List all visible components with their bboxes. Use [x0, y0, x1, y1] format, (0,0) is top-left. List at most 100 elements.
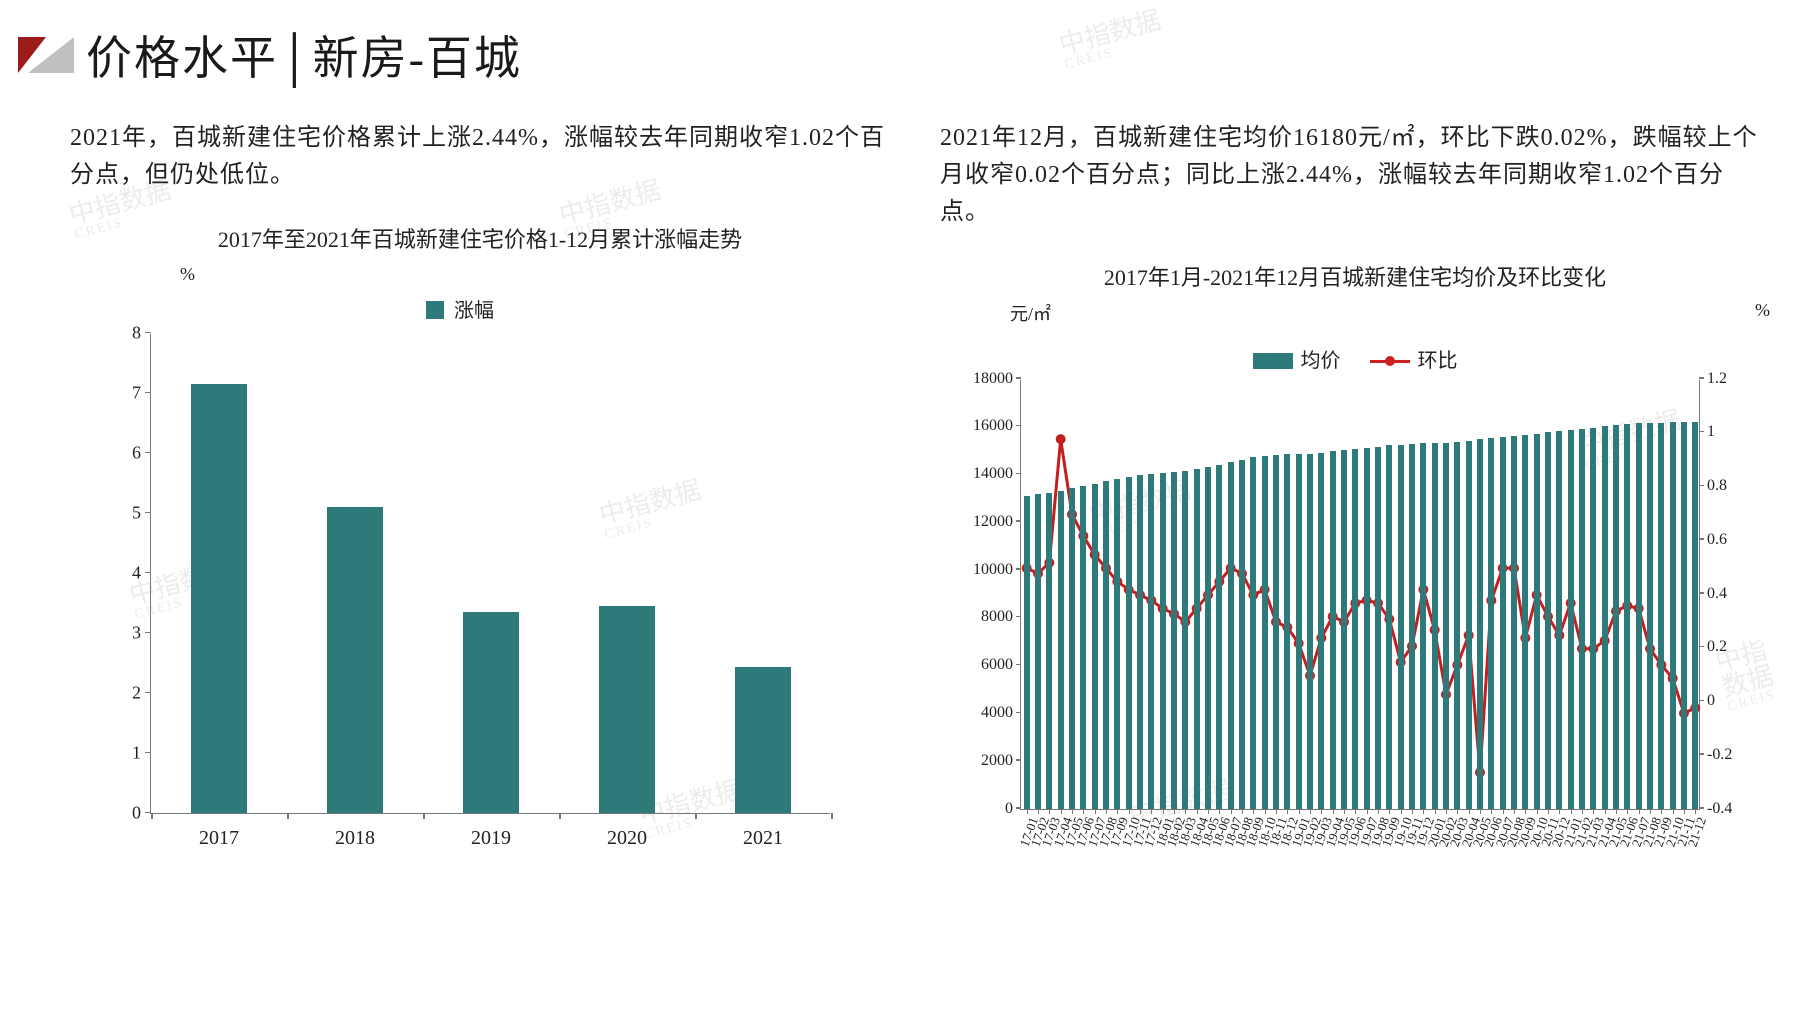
combo-right-ytick-label: 0.8	[1707, 477, 1727, 495]
combo-left-ytick-label: 2000	[981, 752, 1013, 770]
combo-xtick-mark	[1469, 809, 1470, 814]
combo-xtick-mark	[1299, 809, 1300, 814]
bar-legend-label: 涨幅	[454, 300, 494, 322]
combo-bar	[1296, 454, 1302, 809]
combo-bar	[1080, 486, 1086, 809]
combo-bar	[1432, 443, 1438, 809]
left-panel: 2021年，百城新建住宅价格累计上涨2.44%，涨幅较去年同期收窄1.02个百分…	[70, 120, 890, 884]
bar-ytick-mark	[145, 452, 151, 454]
combo-right-ytick-label: 0	[1707, 692, 1715, 710]
bar-ytick-mark	[145, 632, 151, 634]
combo-xtick-mark	[1276, 809, 1277, 814]
combo-xtick-mark	[1401, 809, 1402, 814]
combo-xtick-mark	[1027, 809, 1028, 814]
combo-bar	[1613, 425, 1619, 808]
combo-xtick-mark	[1321, 809, 1322, 814]
combo-legend-bar-label: 均价	[1301, 350, 1341, 372]
combo-left-ytick-mark	[1016, 568, 1021, 570]
combo-xtick-mark	[1571, 809, 1572, 814]
combo-xtick-mark	[1106, 809, 1107, 814]
combo-xtick-mark	[1140, 809, 1141, 814]
combo-bar	[1420, 443, 1426, 809]
combo-xtick-mark	[1639, 809, 1640, 814]
combo-xtick-mark	[1083, 809, 1084, 814]
combo-right-ytick-label: 1.2	[1707, 370, 1727, 388]
combo-bar	[1171, 472, 1177, 809]
combo-xtick-mark	[1197, 809, 1198, 814]
combo-left-ytick-mark	[1016, 807, 1021, 809]
bar-chart: % 涨幅 01234567820172018201920202021	[70, 264, 850, 884]
combo-bar	[1318, 453, 1324, 809]
combo-line-marker	[1056, 434, 1066, 444]
right-description: 2021年12月，百城新建住宅均价16180元/㎡，环比下跌0.02%，跌幅较上…	[940, 120, 1770, 232]
combo-left-unit: 元/㎡	[1010, 300, 1051, 326]
combo-xtick-mark	[1344, 809, 1345, 814]
combo-xtick-mark	[1333, 809, 1334, 814]
bar-legend-swatch	[426, 301, 444, 319]
combo-right-ytick-label: -0.2	[1707, 746, 1732, 764]
combo-left-ytick-mark	[1016, 616, 1021, 618]
combo-bar	[1579, 429, 1585, 809]
combo-xtick-mark	[1435, 809, 1436, 814]
combo-xtick-mark	[1231, 809, 1232, 814]
combo-bar	[1194, 469, 1200, 808]
combo-right-ytick-mark	[1699, 538, 1704, 540]
combo-right-ytick-label: 0.2	[1707, 638, 1727, 656]
combo-bar	[1534, 434, 1540, 809]
combo-bar	[1284, 454, 1290, 809]
combo-plot-area: 0200040006000800010000120001400016000180…	[1020, 380, 1700, 810]
combo-bar	[1273, 455, 1279, 809]
combo-right-ytick-mark	[1699, 646, 1704, 648]
combo-xtick-mark	[1355, 809, 1356, 814]
bar-ytick-label: 4	[132, 563, 141, 584]
combo-bar	[1035, 494, 1041, 808]
bar-xtick-mark	[287, 813, 289, 819]
combo-legend-line-label: 环比	[1418, 350, 1458, 372]
bar-ytick-label: 0	[132, 803, 141, 824]
combo-xtick-mark	[1514, 809, 1515, 814]
combo-bar	[1103, 481, 1109, 808]
combo-right-ytick-mark	[1699, 431, 1704, 433]
combo-xtick-mark	[1061, 809, 1062, 814]
bar-column	[599, 606, 655, 813]
combo-bar	[1477, 439, 1483, 808]
combo-left-ytick-label: 0	[1005, 800, 1013, 818]
combo-xtick-mark	[1491, 809, 1492, 814]
combo-bar	[1692, 422, 1698, 809]
bar-column	[191, 384, 247, 813]
combo-bar	[1568, 430, 1574, 809]
combo-bar	[1262, 456, 1268, 808]
combo-xtick-mark	[1378, 809, 1379, 814]
combo-bar	[1364, 448, 1370, 809]
combo-line-layer	[1021, 380, 1699, 809]
bar-ytick-label: 3	[132, 623, 141, 644]
bar-column	[327, 507, 383, 813]
bar-xtick-mark	[423, 813, 425, 819]
combo-bar	[1216, 465, 1222, 809]
page-header: 价格水平│新房-百城	[18, 22, 522, 88]
combo-bar	[1058, 491, 1064, 809]
combo-bar	[1624, 424, 1630, 809]
bar-xlabel: 2017	[199, 827, 239, 850]
logo-icon	[18, 37, 74, 73]
bar-ytick-label: 6	[132, 443, 141, 464]
combo-xtick-mark	[1310, 809, 1311, 814]
combo-right-ytick-mark	[1699, 753, 1704, 755]
combo-bar	[1137, 475, 1143, 808]
combo-xtick-mark	[1616, 809, 1617, 814]
combo-right-ytick-mark	[1699, 485, 1704, 487]
combo-chart: 元/㎡ % 均价 环比 0200040006000800010000120001…	[940, 300, 1770, 920]
bar-xtick-mark	[151, 813, 153, 819]
combo-xtick-mark	[1185, 809, 1186, 814]
bar-ytick-mark	[145, 572, 151, 574]
combo-xtick-mark	[1661, 809, 1662, 814]
combo-xtick-mark	[1593, 809, 1594, 814]
combo-bar	[1511, 436, 1517, 809]
combo-bar	[1160, 473, 1166, 809]
combo-bar	[1443, 443, 1449, 809]
bar-column	[463, 612, 519, 813]
combo-bar	[1636, 423, 1642, 808]
combo-xtick-mark	[1423, 809, 1424, 814]
combo-bar	[1590, 428, 1596, 809]
combo-right-ytick-label: -0.4	[1707, 800, 1732, 818]
